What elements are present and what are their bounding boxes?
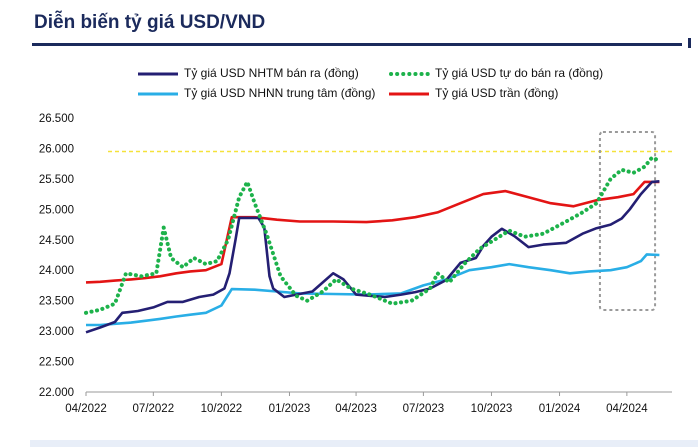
x-tick-label: 07/2023 (403, 403, 445, 415)
x-tick-label: 10/2023 (471, 403, 513, 415)
x-tick-label: 01/2023 (269, 403, 311, 415)
y-tick-label: 23.000 (39, 326, 74, 338)
legend-swatch-ceiling (389, 92, 429, 96)
y-tick-label: 26.500 (39, 113, 74, 125)
y-tick-label: 22.500 (39, 357, 74, 369)
legend-swatch-nhnn (138, 92, 178, 96)
y-tick-label: 24.000 (39, 265, 74, 277)
bottom-band (30, 440, 698, 447)
series-free-line (84, 155, 662, 315)
y-tick-label: 25.500 (39, 174, 74, 186)
y-tick-label: 22.000 (39, 387, 74, 399)
legend-label-free: Tỷ giá USD tự do bán ra (đồng) (435, 66, 604, 80)
series-layer (84, 155, 662, 334)
highlight-box (598, 131, 657, 311)
series-nhnn-line (86, 253, 660, 327)
chart-title: Diễn biến tỷ giá USD/VND (34, 12, 266, 33)
y-axis: 22.000 22.500 23.000 23.500 24.000 24.500 25.0… (39, 113, 74, 399)
title-tick-mark (688, 38, 691, 48)
y-tick-label: 23.500 (39, 296, 74, 308)
legend-label-nhtm: Tỷ giá USD NHTM bán ra (đồng) (184, 66, 359, 80)
x-tick-label: 07/2022 (133, 403, 175, 415)
legend-label-ceiling: Tỷ giá USD trần (đồng) (435, 86, 559, 100)
x-axis: 04/2022 07/2022 10/2022 01/2023 04/2023 07/20… (65, 392, 648, 415)
y-tick-label: 25.000 (39, 204, 74, 216)
x-tick-label: 10/2022 (201, 403, 243, 415)
y-tick-label: 24.500 (39, 235, 74, 247)
x-tick-label: 01/2024 (539, 403, 581, 415)
series-nhtm-line (85, 180, 660, 334)
title-underline (32, 43, 682, 46)
legend-swatch-nhtm (138, 72, 178, 76)
x-tick-label: 04/2023 (335, 403, 377, 415)
x-tick-label: 04/2022 (65, 403, 107, 415)
legend-swatch-free (389, 72, 431, 76)
y-tick-label: 26.000 (39, 143, 74, 155)
x-tick-label: 04/2024 (606, 403, 648, 415)
legend-label-nhnn: Tỷ giá USD NHNN trung tâm (đồng) (184, 86, 376, 100)
series-ceiling-line (85, 180, 660, 284)
